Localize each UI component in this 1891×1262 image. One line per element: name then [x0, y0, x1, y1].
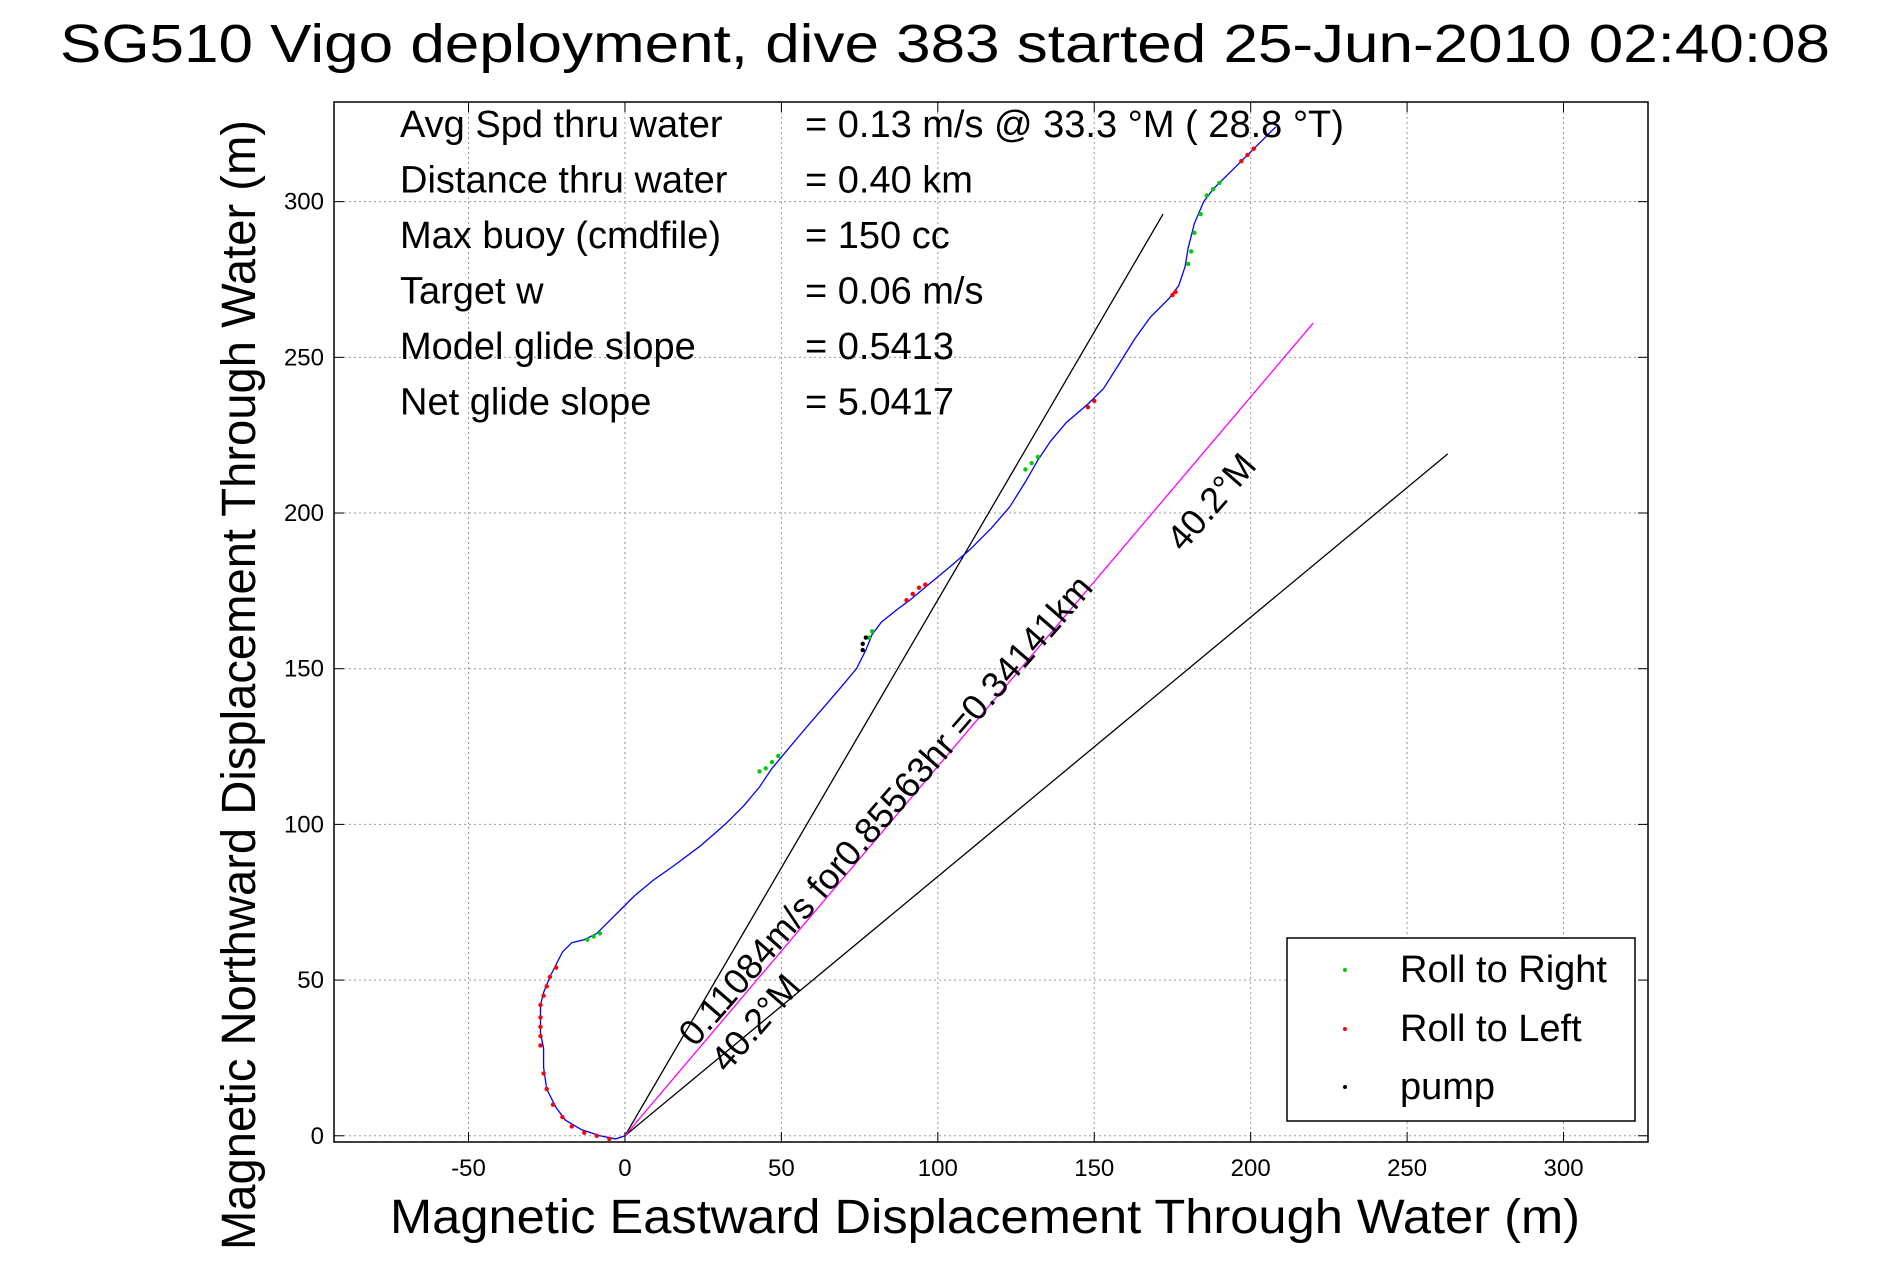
marker-roll-to-left	[544, 1086, 549, 1092]
x-tick-label: -50	[451, 1155, 486, 1182]
info-value: = 5.0417	[805, 382, 954, 424]
y-tick-label: 250	[284, 344, 324, 371]
marker-roll-to-left	[541, 1071, 546, 1076]
legend-label-pump: pump	[1400, 1066, 1495, 1108]
marker-roll-to-left	[904, 598, 909, 603]
reference-line-a	[624, 213, 1164, 1137]
marker-roll-to-right	[1198, 211, 1203, 217]
marker-roll-to-right	[585, 937, 590, 942]
legend-marker-pump	[1343, 1085, 1347, 1089]
x-tick-label: 200	[1231, 1155, 1271, 1182]
marker-pump	[860, 641, 865, 646]
reference-lines	[624, 213, 1449, 1137]
marker-roll-to-left	[1092, 398, 1097, 404]
marker-roll-to-left	[569, 1124, 574, 1129]
marker-roll-to-left	[916, 585, 922, 590]
marker-roll-to-right	[1029, 460, 1034, 466]
marker-roll-to-left	[538, 1002, 543, 1008]
marker-roll-to-right	[591, 934, 596, 939]
chart-title: SG510 Vigo deployment, dive 383 started …	[60, 14, 1830, 74]
marker-roll-to-right	[757, 769, 762, 774]
info-value: = 0.40 km	[805, 160, 973, 202]
marker-pump	[863, 635, 869, 640]
marker-roll-to-left	[547, 974, 553, 980]
marker-roll-to-left	[538, 1024, 543, 1029]
heading-line	[624, 322, 1314, 1137]
marker-roll-to-left	[1251, 146, 1257, 151]
info-label: Net glide slope	[400, 382, 651, 424]
y-tick-label: 150	[284, 656, 324, 683]
marker-roll-to-left	[582, 1130, 587, 1135]
plot-frame	[333, 101, 1649, 1143]
marker-roll-to-right	[1189, 249, 1194, 254]
info-label: Max buoy (cmdfile)	[400, 215, 721, 257]
marker-roll-to-left	[560, 1114, 565, 1120]
legend-marker-roll-right	[1343, 968, 1347, 972]
marker-roll-to-right	[1035, 454, 1041, 460]
y-axis-label: Magnetic Northward Displacement Through …	[213, 120, 266, 1250]
marker-roll-to-left	[544, 984, 549, 989]
info-label: Avg Spd thru water	[400, 104, 723, 146]
marker-roll-to-left	[538, 1015, 543, 1020]
tick-labels: -50 0 50 100 150 200 250 300 0 50 100 150 200 250 300	[284, 189, 1584, 1182]
marker-roll-to-right	[1210, 186, 1216, 192]
marker-pump	[860, 647, 865, 653]
info-label: Model glide slope	[400, 326, 696, 368]
marker-roll-to-left	[541, 993, 546, 998]
x-tick-label: 50	[768, 1155, 795, 1182]
marker-roll-to-left	[538, 1043, 543, 1048]
marker-roll-to-right	[869, 629, 875, 634]
y-tick-label: 50	[297, 967, 324, 994]
info-label: Distance thru water	[400, 160, 728, 202]
marker-roll-to-left	[1170, 292, 1175, 298]
marker-roll-to-left	[550, 1102, 556, 1107]
info-panel: Avg Spd thru water = 0.13 m/s @ 33.3 °M (…	[400, 104, 1344, 424]
y-tick-label: 300	[284, 189, 324, 216]
marker-roll-to-right	[1185, 261, 1191, 267]
legend-label-roll-right: Roll to Right	[1400, 949, 1607, 991]
x-tick-label: 150	[1074, 1155, 1114, 1182]
marker-roll-to-right	[1204, 193, 1210, 198]
marker-roll-to-right	[866, 635, 872, 640]
marker-roll-to-right	[1217, 180, 1222, 186]
marker-roll-to-left	[538, 1033, 543, 1039]
x-tick-label: 300	[1544, 1155, 1584, 1182]
y-tick-label: 0	[311, 1123, 324, 1150]
info-value: = 0.06 m/s	[805, 271, 983, 313]
marker-roll-to-left	[607, 1136, 612, 1142]
x-tick-label: 250	[1387, 1155, 1427, 1182]
info-value: = 0.5413	[805, 326, 954, 368]
marker-roll-to-left	[1245, 152, 1250, 158]
info-value: = 0.13 m/s @ 33.3 °M ( 28.8 °T)	[805, 104, 1344, 146]
info-label: Target w	[400, 271, 544, 313]
legend-label-roll-left: Roll to Left	[1400, 1008, 1582, 1050]
axes	[333, 101, 1649, 1143]
legend-marker-roll-left	[1343, 1027, 1347, 1031]
x-tick-label: 0	[618, 1155, 631, 1182]
marker-roll-to-right	[769, 759, 775, 765]
legend: Roll to Right Roll to Left pump	[1286, 937, 1636, 1122]
x-axis-label: Magnetic Eastward Displacement Through W…	[390, 1191, 1580, 1244]
marker-roll-to-left	[1239, 158, 1244, 164]
marker-roll-to-right	[1023, 467, 1028, 472]
marker-layer	[538, 146, 1257, 1142]
marker-roll-to-right	[763, 766, 768, 771]
x-tick-label: 100	[918, 1155, 958, 1182]
marker-roll-to-left	[923, 582, 928, 587]
grid	[334, 102, 1648, 1142]
y-tick-label: 200	[284, 500, 324, 527]
marker-roll-to-left	[1085, 404, 1091, 410]
y-tick-label: 100	[284, 811, 324, 838]
marker-roll-to-right	[1192, 230, 1197, 235]
marker-roll-to-left	[910, 591, 915, 597]
reference-line-b	[624, 453, 1449, 1137]
info-value: = 150 cc	[805, 215, 950, 257]
marker-roll-to-right	[597, 931, 603, 936]
marker-roll-to-left	[594, 1133, 599, 1138]
marker-roll-to-right	[776, 753, 781, 759]
marker-roll-to-left	[553, 965, 559, 970]
marker-roll-to-left	[1173, 289, 1178, 295]
